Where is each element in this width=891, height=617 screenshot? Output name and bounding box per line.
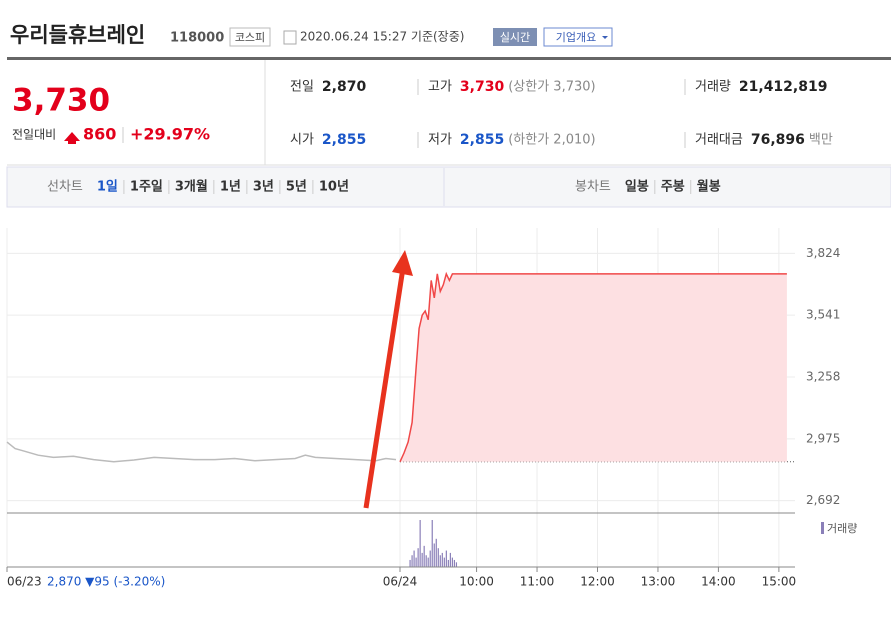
- change-pct: +29.97%: [130, 125, 210, 144]
- volume-bar: [439, 555, 441, 567]
- market-badge: [229, 27, 271, 47]
- volume-bar: [419, 520, 421, 567]
- realtime-text: 실시간: [500, 31, 530, 44]
- volume-bar: [431, 520, 433, 567]
- tab-bar: [6, 166, 891, 208]
- up-arrow: [64, 132, 80, 144]
- x-tick-label: 06/23: [7, 575, 42, 589]
- stock-code: 118000: [170, 31, 224, 46]
- volume-bar: [445, 550, 447, 567]
- tab[interactable]: 1년: [220, 180, 241, 195]
- change-value: 860: [83, 125, 116, 144]
- change-label: 전일대비: [12, 128, 56, 142]
- dropdown-icon: [602, 36, 608, 39]
- y-tick-label: 2,975: [806, 431, 840, 445]
- annotation-arrowhead: [392, 250, 413, 276]
- info-value: 76,896: [751, 132, 805, 148]
- info-value: 21,412,819: [739, 79, 828, 95]
- legend-label: 거래량: [827, 522, 857, 535]
- tab[interactable]: 3개월: [175, 179, 208, 195]
- info-note: 백만: [809, 133, 833, 148]
- tab[interactable]: 1일: [97, 180, 118, 195]
- info-value: 3,730: [460, 79, 505, 95]
- annotation-arrow: [363, 267, 406, 509]
- volume-bar: [451, 557, 453, 567]
- volume-bar: [413, 550, 415, 567]
- header-rule: [7, 57, 891, 60]
- volume-bar: [437, 548, 439, 567]
- info-value: 2,855: [460, 132, 504, 148]
- tab[interactable]: 주봉: [661, 180, 685, 195]
- tab-group-label: 봉차트: [575, 180, 611, 195]
- volume-bar: [409, 559, 411, 567]
- prev-day-note: 2,870 ▼95 (-3.20%): [47, 575, 165, 589]
- tab[interactable]: 월봉: [697, 179, 721, 195]
- volume-bar: [421, 552, 423, 567]
- line: [6, 441, 397, 463]
- volume-bar: [455, 562, 458, 567]
- stock-name: 우리들휴브레인: [10, 23, 145, 47]
- info-label: 전일: [290, 80, 314, 95]
- volume-bar: [425, 555, 427, 567]
- market-text: 코스피: [235, 31, 265, 44]
- y-tick-label: 3,258: [806, 369, 840, 383]
- volume-bar: [423, 545, 425, 567]
- volume-bar: [443, 557, 445, 567]
- info-value: 2,870: [322, 79, 367, 95]
- info-label: 시가: [290, 133, 314, 148]
- info-label: 고가: [428, 80, 452, 95]
- legend-swatch: [821, 522, 824, 534]
- tab[interactable]: 5년: [286, 180, 307, 195]
- x-tick-label: 11:00: [520, 575, 555, 589]
- volume-bar: [447, 559, 449, 567]
- volume-bar: [435, 538, 437, 567]
- volume-bar: [433, 543, 435, 567]
- x-tick-label: 14:00: [701, 575, 736, 589]
- line: [399, 271, 787, 463]
- tab[interactable]: 10년: [319, 180, 349, 195]
- y-tick-label: 3,541: [806, 308, 840, 322]
- tab[interactable]: 3년: [253, 180, 274, 195]
- tab[interactable]: 1주일: [130, 180, 163, 195]
- volume-bar: [415, 557, 417, 567]
- realtime-button[interactable]: [493, 28, 537, 46]
- info-note: (하한가 2,010): [508, 133, 595, 148]
- x-tick-label: 10:00: [459, 575, 494, 589]
- area: [399, 273, 787, 462]
- y-tick-label: 3,824: [806, 246, 840, 260]
- info-note: (상한가 3,730): [508, 80, 595, 95]
- volume-bar: [417, 548, 419, 567]
- x-tick-label: 06/24: [383, 575, 418, 589]
- info-label: 거래대금: [695, 133, 743, 148]
- volume-bar: [411, 555, 413, 567]
- volume-bar: [441, 552, 443, 567]
- info-label: 거래량: [695, 80, 731, 95]
- calendar-icon: [283, 30, 297, 45]
- current-price: 3,730: [12, 83, 110, 119]
- timestamp: 2020.06.24 15:27 기준(장중): [300, 30, 464, 44]
- info-value: 2,855: [322, 132, 366, 148]
- x-tick-label: 13:00: [641, 575, 676, 589]
- volume-bar: [453, 559, 456, 567]
- tab-group-label: 선차트: [47, 180, 83, 195]
- y-tick-label: 2,692: [806, 493, 840, 507]
- volume-bar: [449, 552, 451, 567]
- x-tick-label: 12:00: [580, 575, 615, 589]
- info-label: 저가: [428, 133, 452, 148]
- company-button[interactable]: [543, 27, 613, 47]
- volume-bar: [427, 557, 429, 567]
- volume-bar: [429, 550, 431, 567]
- x-tick-label: 15:00: [762, 575, 797, 589]
- tab[interactable]: 일봉: [625, 180, 649, 195]
- company-text: 기업개요: [556, 31, 596, 44]
